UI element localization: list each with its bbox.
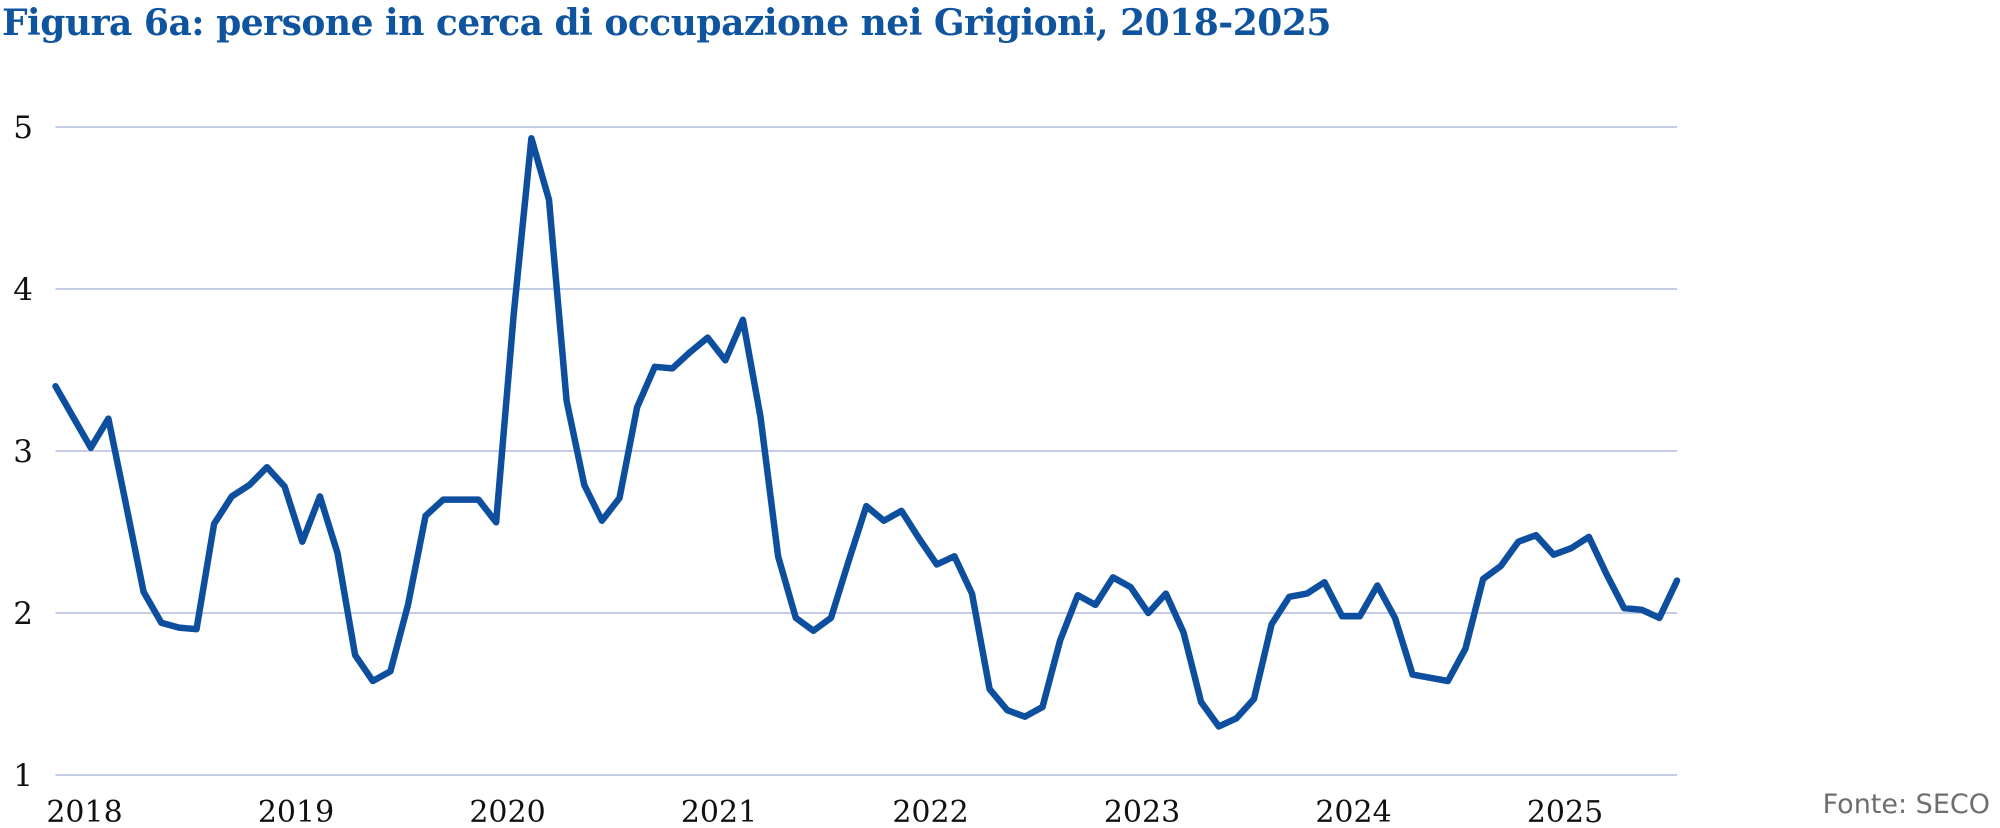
x-tick-label-2025: 2025	[1527, 795, 1603, 828]
x-tick-label-2019: 2019	[258, 795, 334, 828]
y-tick-label-4: 4	[13, 272, 33, 308]
plot-gridlines	[55, 126, 1677, 776]
job-seekers-series-line	[52, 135, 1681, 730]
y-tick-label-5: 5	[13, 110, 33, 146]
x-tick-label-2022: 2022	[892, 795, 968, 828]
x-tick-label-2020: 2020	[469, 795, 545, 828]
chart-title: Figura 6a: persone in cerca di occupazio…	[2, 2, 1331, 44]
y-axis-labels: 5 4 3 2 1	[13, 110, 33, 794]
x-tick-label-2021: 2021	[681, 795, 757, 828]
y-tick-label-1: 1	[13, 758, 33, 794]
x-axis-labels: 2018 2019 2020 2021 2022 2023 2024 2025	[46, 795, 1603, 828]
y-tick-label-3: 3	[13, 434, 33, 470]
x-tick-label-2024: 2024	[1315, 795, 1391, 828]
x-tick-label-2023: 2023	[1104, 795, 1180, 828]
source-note: Fonte: SECO	[1822, 789, 1990, 820]
x-tick-label-2018: 2018	[46, 795, 122, 828]
y-tick-label-2: 2	[13, 596, 33, 632]
